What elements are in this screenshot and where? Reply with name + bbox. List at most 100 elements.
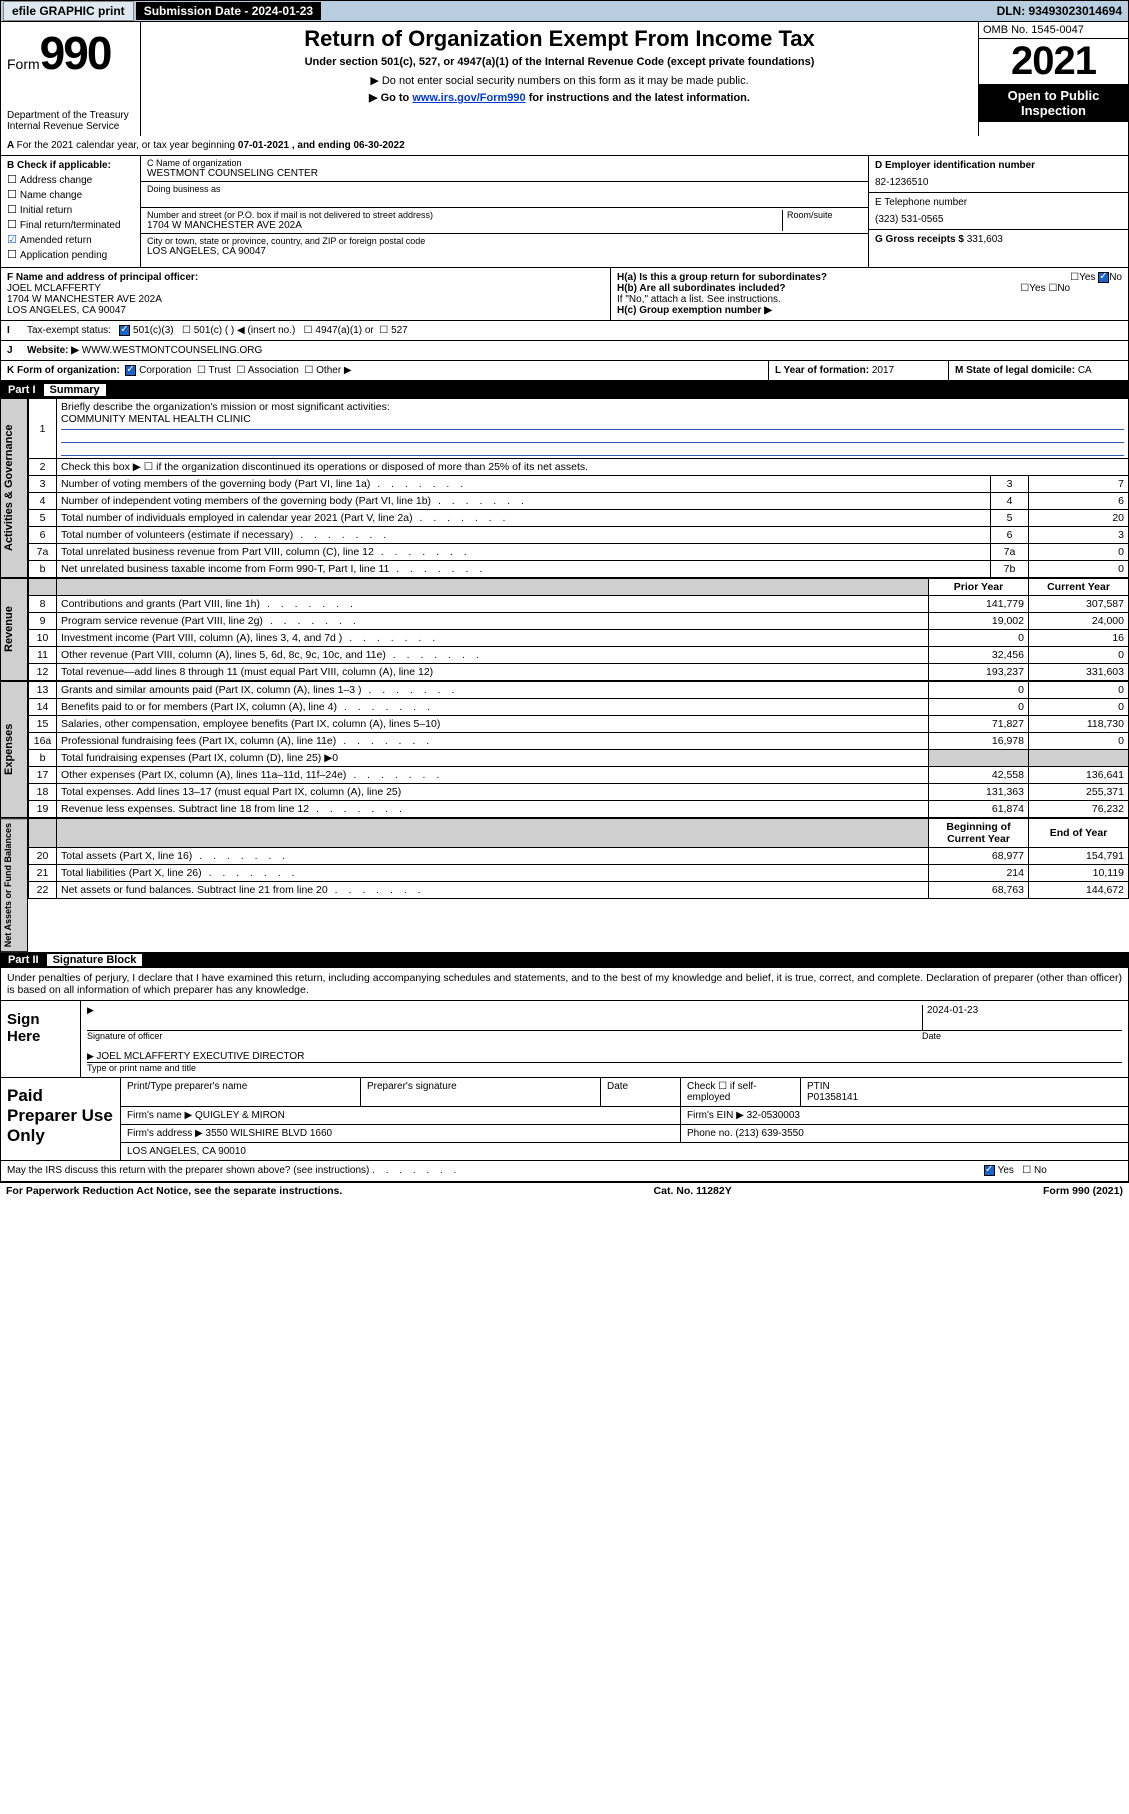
firm-phone: (213) 639-3550 xyxy=(735,1128,803,1139)
hb-label: H(b) Are all subordinates included? xyxy=(617,283,786,294)
subtitle-2: ▶ Do not enter social security numbers o… xyxy=(149,74,970,87)
subtitle-3: ▶ Go to www.irs.gov/Form990 for instruct… xyxy=(149,91,970,104)
opt-4947[interactable]: 4947(a)(1) or xyxy=(315,325,373,336)
tax-status-label: Tax-exempt status: xyxy=(27,325,111,336)
street-label: Number and street (or P.O. box if mail i… xyxy=(147,210,782,220)
opt-other[interactable]: Other ▶ xyxy=(316,365,351,376)
ein: 82-1236510 xyxy=(875,177,1122,188)
part2-num: Part II xyxy=(8,954,39,966)
year-formation: 2017 xyxy=(872,365,894,376)
dln: DLN: 93493023014694 xyxy=(997,4,1128,18)
chk-501c3[interactable] xyxy=(119,325,130,336)
side-governance: Activities & Governance xyxy=(0,398,28,578)
omb-number: OMB No. 1545-0047 xyxy=(979,22,1128,39)
prep-h4a: Check ☐ if self-employed xyxy=(681,1078,801,1106)
subtitle-1: Under section 501(c), 527, or 4947(a)(1)… xyxy=(149,56,970,68)
footer-right: Form 990 (2021) xyxy=(1043,1185,1123,1197)
line-a-end: 06-30-2022 xyxy=(354,140,405,151)
city: LOS ANGELES, CA 90047 xyxy=(147,246,862,257)
q1-value: COMMUNITY MENTAL HEALTH CLINIC xyxy=(61,413,251,425)
chk-amended-return[interactable]: Amended return xyxy=(7,233,134,246)
irs-link[interactable]: www.irs.gov/Form990 xyxy=(412,92,525,104)
opt-527[interactable]: 527 xyxy=(391,325,408,336)
firm-addr2: LOS ANGELES, CA 90010 xyxy=(121,1143,1128,1160)
line-a-pre: For the 2021 calendar year, or tax year … xyxy=(17,140,238,151)
box-d-e-g: D Employer identification number 82-1236… xyxy=(868,156,1128,267)
section-revenue: Revenue Prior YearCurrent Year 8Contribu… xyxy=(0,578,1129,681)
opt-assoc[interactable]: Association xyxy=(248,365,299,376)
sub3-pre: ▶ Go to xyxy=(369,92,412,104)
opt-501c3: 501(c)(3) xyxy=(133,325,174,336)
chk-initial-return[interactable]: Initial return xyxy=(7,203,134,216)
page-footer: For Paperwork Reduction Act Notice, see … xyxy=(0,1183,1129,1199)
hb-no[interactable]: No xyxy=(1057,283,1070,294)
prep-h2: Preparer's signature xyxy=(361,1078,601,1106)
prep-ptin-label: PTIN xyxy=(807,1081,830,1092)
efile-button[interactable]: efile GRAPHIC print xyxy=(3,1,134,21)
header-right: OMB No. 1545-0047 2021 Open to Public In… xyxy=(978,22,1128,136)
firm-addr1: 3550 WILSHIRE BLVD 1660 xyxy=(206,1128,333,1139)
header-left: Form990 Department of the Treasury Inter… xyxy=(1,22,141,136)
sub3-post: for instructions and the latest informat… xyxy=(526,92,750,104)
website-label: Website: ▶ xyxy=(27,345,79,356)
table-governance: 1 Briefly describe the organization's mi… xyxy=(28,398,1129,578)
row-i: I Tax-exempt status: 501(c)(3) ☐ 501(c) … xyxy=(0,321,1129,341)
chk-corp[interactable] xyxy=(125,365,136,376)
discuss-yes-check[interactable] xyxy=(984,1165,995,1176)
chk-name-change[interactable]: Name change xyxy=(7,188,134,201)
ein-label: D Employer identification number xyxy=(875,160,1122,171)
discuss-yes: Yes xyxy=(998,1166,1014,1177)
chk-application-pending[interactable]: Application pending xyxy=(7,248,134,261)
line-a-mid: , and ending xyxy=(292,140,354,151)
q1-label: Briefly describe the organization's miss… xyxy=(61,401,390,413)
part1-header: Part I Summary xyxy=(0,382,1129,398)
officer-addr2: LOS ANGELES, CA 90047 xyxy=(7,305,604,316)
section-expenses: Expenses 13Grants and similar amounts pa… xyxy=(0,681,1129,818)
header-mid: Return of Organization Exempt From Incom… xyxy=(141,22,978,136)
website-val: WWW.WESTMONTCOUNSELING.ORG xyxy=(82,345,263,356)
opt-corp: Corporation xyxy=(139,365,191,376)
suite-label: Room/suite xyxy=(787,210,862,220)
hb-yes[interactable]: Yes xyxy=(1029,283,1045,294)
firm-phone-label: Phone no. xyxy=(687,1128,733,1139)
hc-label: H(c) Group exemption number ▶ xyxy=(617,305,772,316)
section-bcdeg: B Check if applicable: Address change Na… xyxy=(0,156,1129,268)
arrow-icon xyxy=(87,1005,94,1016)
part1-title: Summary xyxy=(44,384,106,396)
ha-no: No xyxy=(1109,272,1122,283)
table-netassets: Beginning of Current YearEnd of Year 20T… xyxy=(28,818,1129,899)
preparer-title: Paid Preparer Use Only xyxy=(1,1078,121,1160)
chk-final-return[interactable]: Final return/terminated xyxy=(7,218,134,231)
street: 1704 W MANCHESTER AVE 202A xyxy=(147,220,782,231)
tax-year: 2021 xyxy=(979,39,1128,84)
discuss-q: May the IRS discuss this return with the… xyxy=(7,1165,369,1176)
row-j: J Website: ▶ WWW.WESTMONTCOUNSELING.ORG xyxy=(0,341,1129,361)
officer-label: F Name and address of principal officer: xyxy=(7,272,604,283)
gross-label: G Gross receipts $ xyxy=(875,234,964,245)
side-expenses: Expenses xyxy=(0,681,28,818)
row-klm: K Form of organization: Corporation ☐ Tr… xyxy=(0,361,1129,382)
opt-501c[interactable]: 501(c) ( ) ◀ (insert no.) xyxy=(194,325,296,336)
ha-label: H(a) Is this a group return for subordin… xyxy=(617,272,827,283)
col-begin: Beginning of Current Year xyxy=(929,819,1029,848)
org-name: WESTMONT COUNSELING CENTER xyxy=(147,168,862,179)
section-governance: Activities & Governance 1 Briefly descri… xyxy=(0,398,1129,578)
col-end: End of Year xyxy=(1029,819,1129,848)
sig-officer-label: Signature of officer xyxy=(87,1031,922,1041)
discuss-row: May the IRS discuss this return with the… xyxy=(0,1161,1129,1182)
ha-row: H(a) Is this a group return for subordin… xyxy=(617,272,1122,283)
table-revenue: Prior YearCurrent Year 8Contributions an… xyxy=(28,578,1129,681)
discuss-no[interactable]: No xyxy=(1034,1166,1047,1177)
officer-addr1: 1704 W MANCHESTER AVE 202A xyxy=(7,294,604,305)
ha-no-check[interactable] xyxy=(1098,272,1109,283)
opt-trust[interactable]: Trust xyxy=(209,365,231,376)
col-prior: Prior Year xyxy=(929,579,1029,596)
sign-block: Sign Here 2024-01-23 Signature of office… xyxy=(0,1000,1129,1078)
gross-val: 331,603 xyxy=(967,234,1003,245)
footer-left: For Paperwork Reduction Act Notice, see … xyxy=(6,1185,342,1197)
ha-yes[interactable]: Yes xyxy=(1079,272,1095,283)
chk-address-change[interactable]: Address change xyxy=(7,173,134,186)
sig-name-label: Type or print name and title xyxy=(87,1063,1122,1073)
side-netassets: Net Assets or Fund Balances xyxy=(0,818,28,952)
city-label: City or town, state or province, country… xyxy=(147,236,862,246)
